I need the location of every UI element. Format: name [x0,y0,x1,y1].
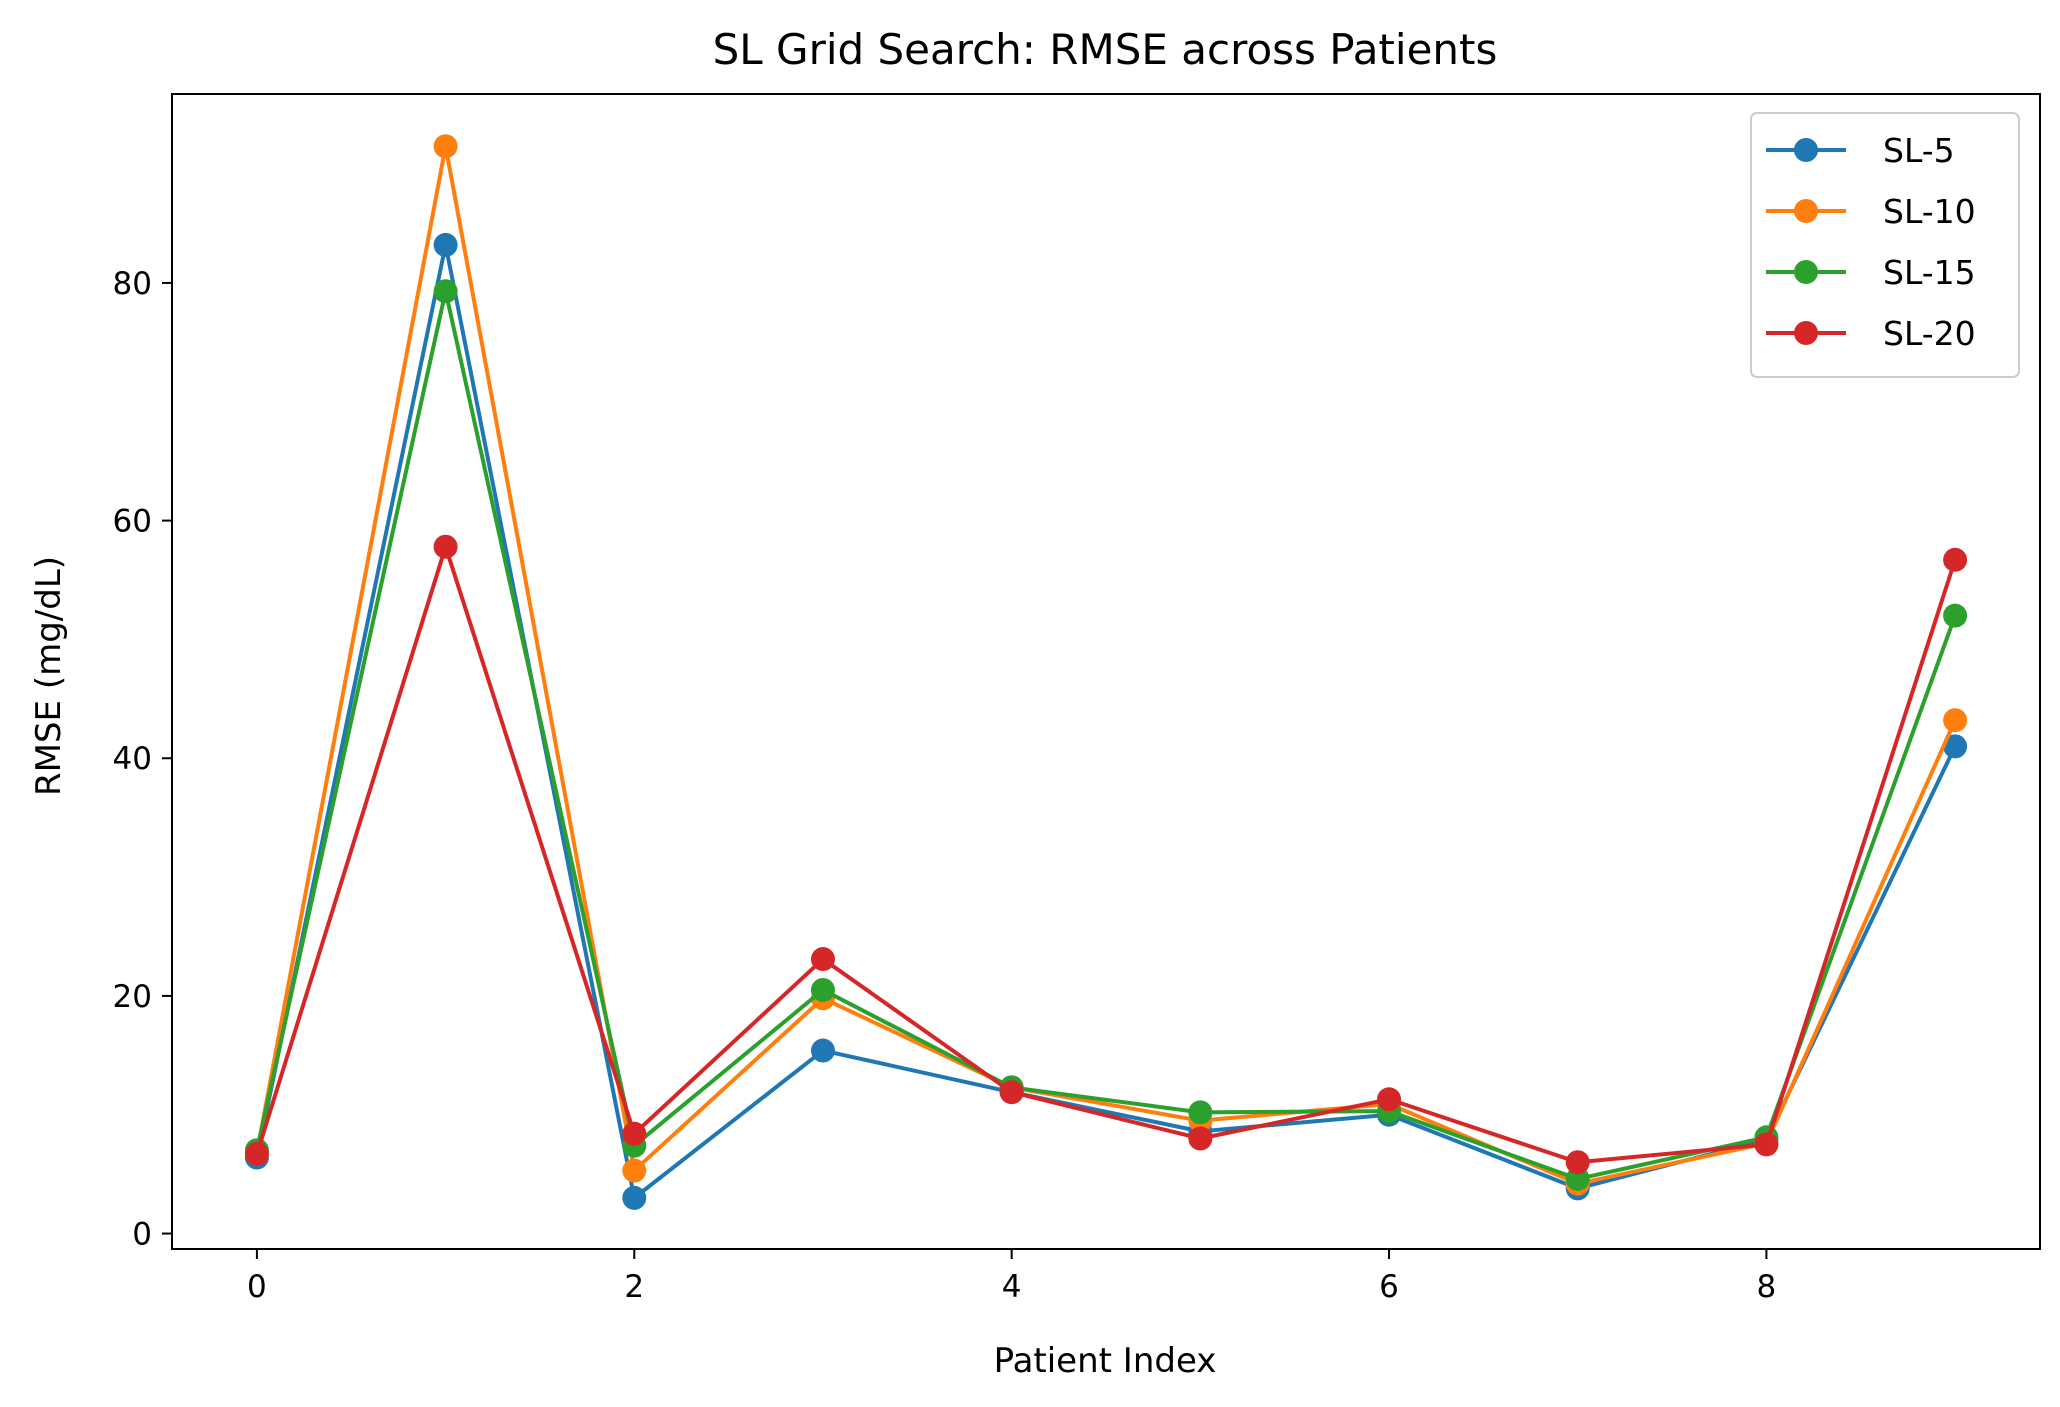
data-point-sl-20 [1943,547,1968,572]
data-point-sl-20 [244,1141,269,1166]
legend: SL-5 SL-10 SL-15 SL-20 [1750,112,2020,378]
y-tick-label: 20 [113,979,152,1015]
y-tick-label: 80 [113,266,152,302]
y-tick-label: 40 [113,741,152,777]
data-point-sl-20 [1188,1126,1213,1151]
data-point-sl-10 [622,1158,647,1183]
legend-marker-sl-10 [1794,199,1818,223]
legend-label-sl-15: SL-15 [1883,253,1976,292]
chart-title: SL Grid Search: RMSE across Patients [713,25,1498,74]
legend-label-sl-5: SL-5 [1883,131,1955,170]
data-point-sl-5 [810,1038,835,1063]
legend-marker-sl-15 [1794,260,1818,284]
data-point-sl-15 [1565,1166,1590,1191]
data-point-sl-5 [622,1185,647,1210]
data-point-sl-20 [810,947,835,972]
data-point-sl-20 [1565,1150,1590,1175]
legend-label-sl-20: SL-20 [1883,314,1976,353]
data-point-sl-5 [433,232,458,257]
data-point-sl-5 [1943,734,1968,759]
x-tick-label: 0 [247,1269,267,1305]
legend-marker-sl-20 [1794,321,1818,345]
series-line-sl-20 [254,544,1957,1165]
x-tick-label: 8 [1757,1269,1777,1305]
y-tick-label: 60 [113,504,152,540]
series-line-sl-10 [254,144,1957,1186]
axes-frame [171,93,2041,1250]
data-point-sl-10 [433,134,458,159]
x-tick-label: 6 [1379,1269,1399,1305]
data-point-sl-15 [433,279,458,304]
y-axis-label: RMSE (mg/dL) [29,556,69,796]
data-point-sl-15 [1943,603,1968,628]
data-point-sl-10 [1943,708,1968,733]
x-axis-label: Patient Index [994,1341,1217,1381]
data-point-sl-20 [433,534,458,559]
x-tick-label: 4 [1002,1269,1022,1305]
legend-box [1750,112,2020,378]
legend-marker-sl-5 [1794,138,1818,162]
data-point-sl-20 [622,1121,647,1146]
data-point-sl-15 [810,977,835,1002]
y-tick-label: 0 [132,1217,152,1253]
data-point-sl-20 [1754,1132,1779,1157]
data-point-sl-20 [999,1080,1024,1105]
legend-label-sl-10: SL-10 [1883,192,1976,231]
data-point-sl-20 [1377,1087,1402,1112]
data-point-sl-15 [1188,1100,1213,1125]
series-line-sl-15 [254,289,1957,1181]
x-tick-label: 2 [624,1269,644,1305]
